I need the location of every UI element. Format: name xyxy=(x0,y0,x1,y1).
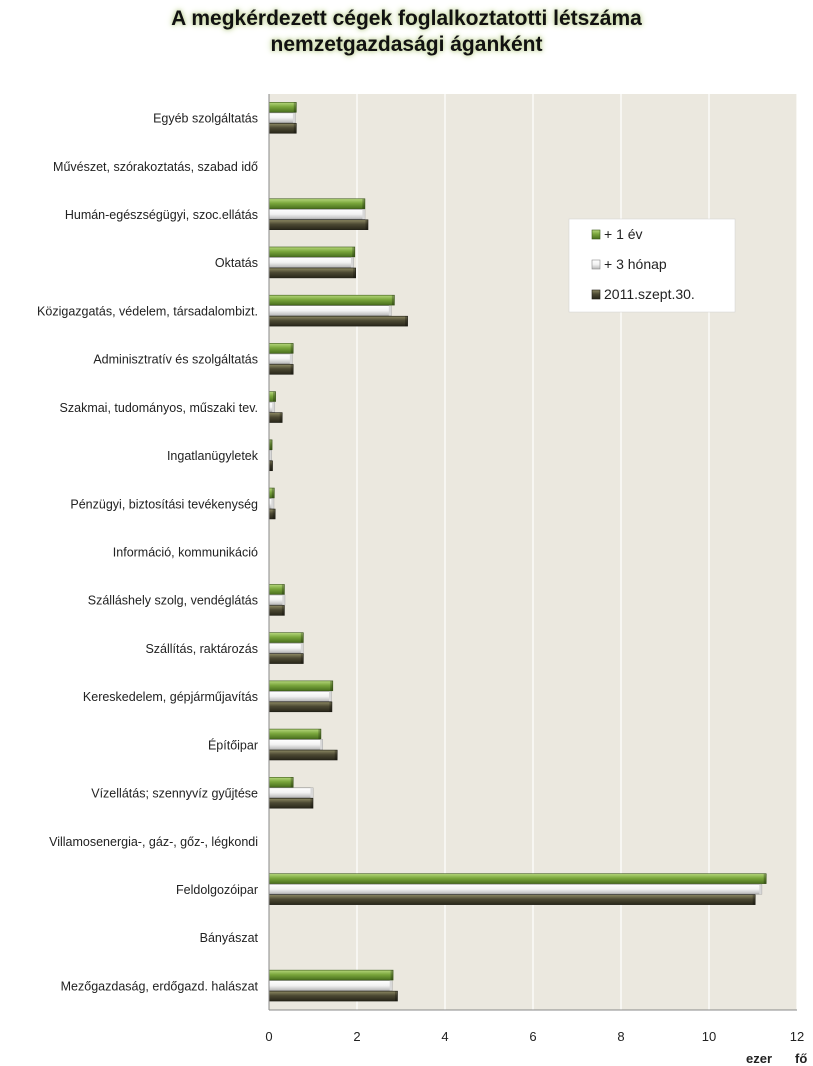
bar-11-series-1 xyxy=(268,642,304,654)
category-label-7: Ingatlanügyletek xyxy=(167,449,259,463)
x-axis-unit-fo: fő xyxy=(795,1051,807,1066)
bar-13-series-2 xyxy=(268,749,338,761)
bar-4-series-0 xyxy=(268,294,395,306)
bar-6-series-2 xyxy=(268,412,283,423)
chart-title-line-2: nemzetgazdasági áganként xyxy=(270,33,543,56)
bar-11-series-2 xyxy=(268,653,304,664)
category-label-0: Egyéb szolgáltatás xyxy=(153,112,258,126)
x-tick-label-0: 0 xyxy=(265,1029,272,1044)
bar-12-series-0 xyxy=(268,680,334,692)
bar-7-series-2 xyxy=(268,460,273,472)
bar-10-series-1 xyxy=(268,594,286,606)
bar-4-series-1 xyxy=(268,305,392,316)
category-label-15: Villamosenergia-, gáz-, gőz-, légkondi xyxy=(49,835,258,849)
category-label-16: Feldolgozóipar xyxy=(176,883,258,897)
x-axis-unit-ezer: ezer xyxy=(746,1051,772,1066)
bar-0-series-1 xyxy=(268,112,296,124)
bar-14-series-1 xyxy=(268,787,314,799)
bar-14-series-2 xyxy=(268,798,314,809)
bar-5-series-2 xyxy=(268,364,294,375)
category-label-1: Művészet, szórakoztatás, szabad idő xyxy=(53,160,258,174)
x-tick-label-6: 6 xyxy=(529,1029,536,1044)
bar-6-series-1 xyxy=(268,401,276,413)
category-label-13: Építőipar xyxy=(208,737,258,752)
category-label-17: Bányászat xyxy=(200,931,259,945)
bar-2-series-0 xyxy=(268,198,366,209)
bar-0-series-2 xyxy=(268,123,297,134)
category-label-10: Szálláshely szolg, vendéglátás xyxy=(88,594,258,608)
bar-8-series-1 xyxy=(268,498,275,509)
x-tick-label-10: 10 xyxy=(702,1029,716,1044)
category-label-11: Szállítás, raktározás xyxy=(145,642,258,656)
bar-13-series-1 xyxy=(268,739,323,750)
bar-4-series-2 xyxy=(268,315,408,327)
bar-18-series-1 xyxy=(268,980,393,991)
bar-11-series-0 xyxy=(268,632,304,643)
category-label-9: Információ, kommunikáció xyxy=(113,546,258,560)
legend-label-1: + 3 hónap xyxy=(604,256,667,272)
bar-10-series-2 xyxy=(268,605,285,616)
bar-5-series-0 xyxy=(268,343,294,354)
bar-16-series-0 xyxy=(268,873,767,884)
category-label-12: Kereskedelem, gépjárműjavítás xyxy=(83,690,258,704)
bar-14-series-0 xyxy=(268,777,294,788)
bar-8-series-2 xyxy=(268,508,276,520)
bar-18-series-0 xyxy=(268,969,394,981)
category-label-18: Mezőgazdaság, erdőgazd. halászat xyxy=(61,979,259,993)
bar-0-series-0 xyxy=(268,102,297,113)
bar-6-series-0 xyxy=(268,391,276,402)
bar-12-series-1 xyxy=(268,691,332,702)
bar-3-series-1 xyxy=(268,257,354,268)
category-label-14: Vízellátás; szennyvíz gyűjtése xyxy=(91,787,258,801)
chart-title-line-1: A megkérdezett cégek foglalkoztatotti lé… xyxy=(171,7,642,30)
bar-18-series-2 xyxy=(268,990,398,1002)
bar-2-series-2 xyxy=(268,219,369,230)
category-label-8: Pénzügyi, biztosítási tevékenység xyxy=(70,497,258,511)
bar-3-series-2 xyxy=(268,267,356,279)
bar-10-series-0 xyxy=(268,584,285,595)
legend-label-2: 2011.szept.30. xyxy=(604,286,695,302)
bar-16-series-2 xyxy=(268,894,756,905)
category-label-5: Adminisztratív és szolgáltatás xyxy=(93,353,258,367)
category-label-6: Szakmai, tudományos, műszaki tev. xyxy=(60,401,258,415)
x-tick-label-4: 4 xyxy=(441,1029,448,1044)
bar-8-series-0 xyxy=(268,487,275,499)
category-label-2: Humán-egészségügyi, szoc.ellátás xyxy=(65,208,258,222)
bar-3-series-0 xyxy=(268,246,356,258)
bar-5-series-1 xyxy=(268,353,293,365)
legend: + 1 év + 3 hónap 2011.szept.30. xyxy=(568,218,736,313)
bar-13-series-0 xyxy=(268,728,322,740)
legend-swatch-0 xyxy=(591,229,601,240)
bar-16-series-1 xyxy=(268,883,763,895)
legend-swatch-1 xyxy=(591,259,601,270)
legend-swatch-2 xyxy=(591,289,601,300)
category-label-4: Közigazgatás, védelem, társadalombizt. xyxy=(37,304,258,318)
bar-12-series-2 xyxy=(268,701,333,713)
legend-label-0: + 1 év xyxy=(604,226,643,242)
x-tick-label-8: 8 xyxy=(617,1029,624,1044)
x-tick-label-2: 2 xyxy=(353,1029,360,1044)
category-label-3: Oktatás xyxy=(215,256,258,270)
x-tick-label-12: 12 xyxy=(790,1029,804,1044)
bar-2-series-1 xyxy=(268,208,366,220)
chart-title: A megkérdezett cégek foglalkoztatotti lé… xyxy=(0,6,813,58)
